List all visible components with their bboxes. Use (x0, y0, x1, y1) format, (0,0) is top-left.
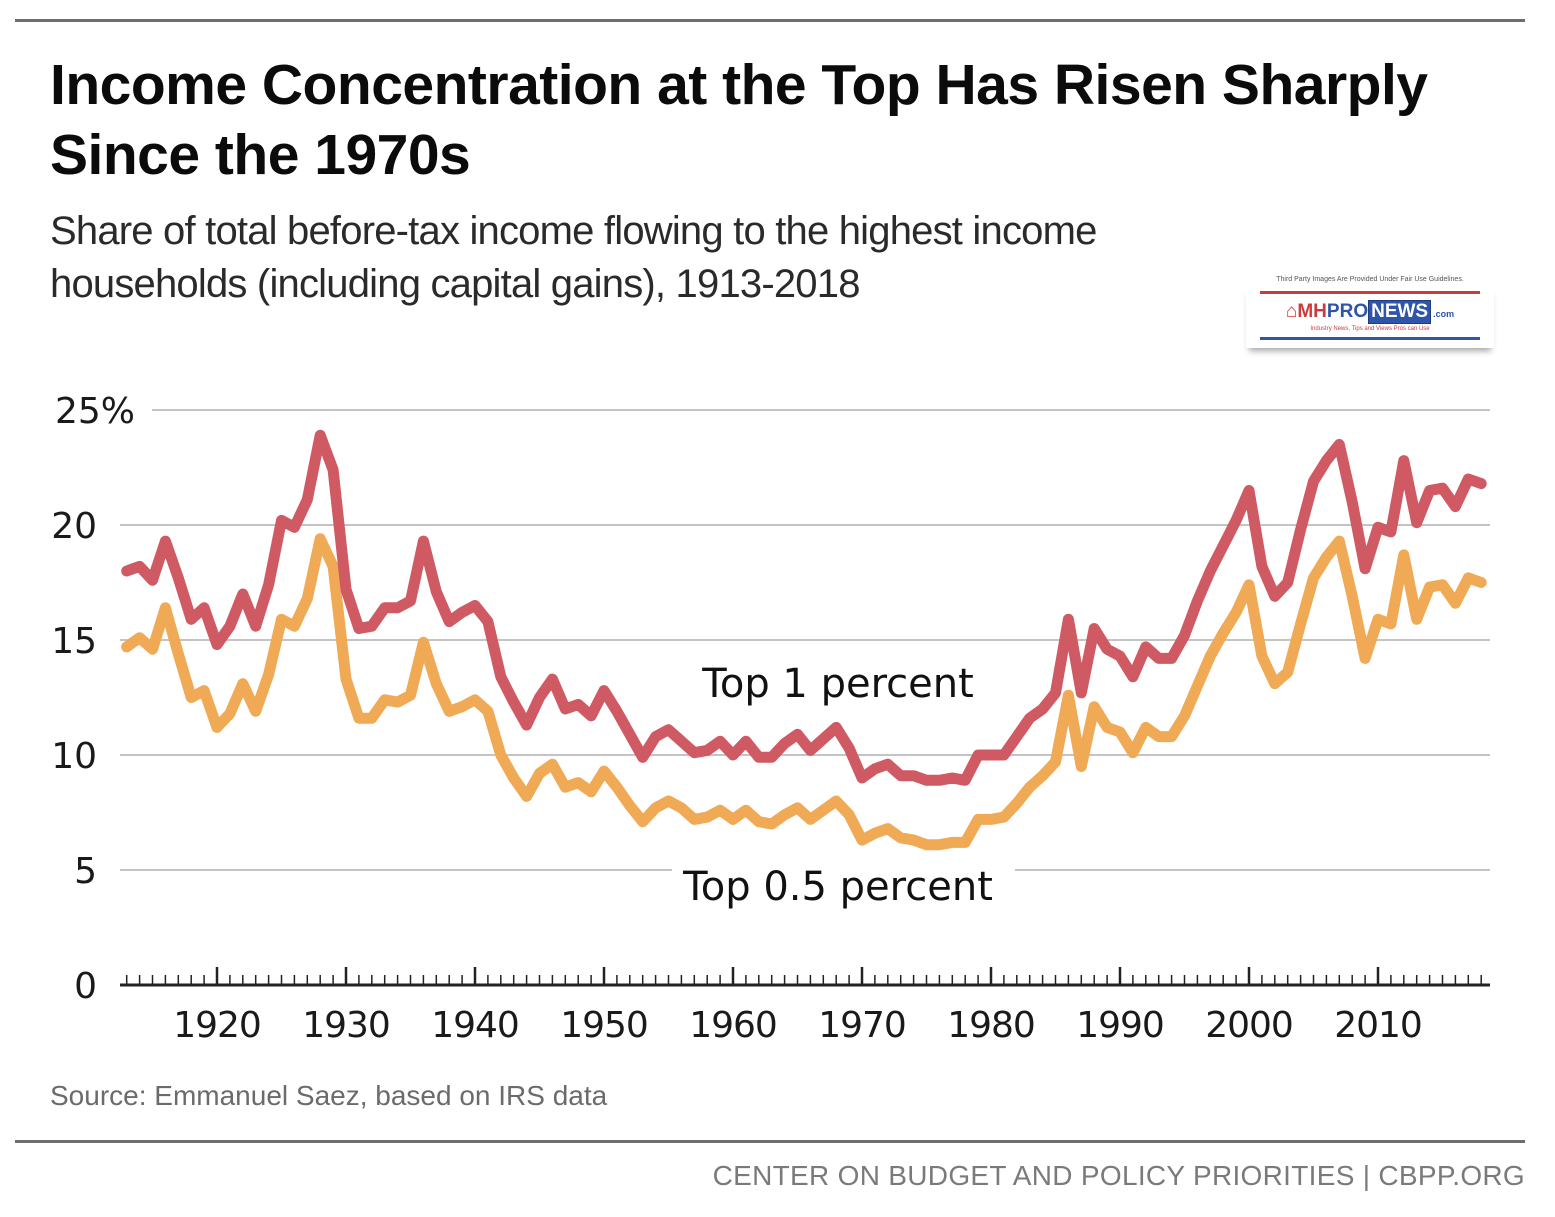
series-label-top05-background (675, 860, 1013, 880)
x-tick-label: 1940 (431, 1005, 519, 1046)
watermark-red-bar (1260, 291, 1480, 294)
top-divider (15, 19, 1525, 22)
series-line-top05 (121, 533, 1487, 851)
y-tick-label: 10 (51, 736, 97, 777)
brand-pro: PRO (1326, 301, 1369, 322)
x-tick-label: 1920 (173, 1005, 261, 1046)
x-tick-label: 1960 (689, 1005, 777, 1046)
x-tick-label: 1990 (1076, 1005, 1164, 1046)
x-tick-label: 1950 (560, 1005, 648, 1046)
y-tick-label: 20 (51, 506, 97, 547)
line-chart: 25% 20 15 10 5 0 1920 1930 1940 1950 1960 1970 1980… (51, 391, 1490, 1046)
series-label-top1: Top 1 percent (701, 661, 974, 707)
y-axis-labels: 25% 20 15 10 5 0 (51, 391, 135, 1007)
brand-com: .com (1433, 309, 1455, 319)
x-tick-label: 2010 (1334, 1005, 1422, 1046)
watermark-disclaimer: Third Party Images Are Provided Under Fa… (1276, 276, 1464, 283)
chart-subtitle: Share of total before-tax income flowing… (50, 209, 1097, 306)
watermark-card: ⌂ MH PRO NEWS .com Industry News, Tips a… (1246, 286, 1494, 348)
x-tick-label: 1970 (818, 1005, 906, 1046)
gridlines (120, 409, 1490, 871)
series-label-top05: Top 0.5 percent (682, 864, 993, 910)
watermark-brand: ⌂ MH PRO NEWS .com (1260, 300, 1480, 324)
watermark-logo: Third Party Images Are Provided Under Fa… (1246, 276, 1494, 384)
y-tick-label: 5 (74, 851, 97, 892)
footer-credit: CENTER ON BUDGET AND POLICY PRIORITIES |… (712, 1160, 1525, 1191)
bottom-divider (15, 1140, 1525, 1143)
watermark-tagline: Industry News, Tips and Views Pros can U… (1310, 326, 1430, 332)
x-axis: 1920 1930 1940 1950 1960 1970 1980 1990 2000 2010 (120, 967, 1490, 1046)
brand-news: NEWS (1368, 300, 1432, 324)
watermark-blue-bar (1260, 337, 1480, 340)
y-tick-label: 25% (55, 391, 135, 432)
brand-mh: MH (1297, 301, 1327, 322)
x-tick-label: 2000 (1205, 1005, 1293, 1046)
y-tick-label: 15 (51, 621, 97, 662)
source-note: Source: Emmanuel Saez, based on IRS data (50, 1080, 608, 1111)
x-tick-label: 1980 (947, 1005, 1035, 1046)
y-tick-label: 0 (74, 966, 97, 1007)
series-lines (121, 429, 1487, 851)
chart-title: Income Concentration at the Top Has Rise… (50, 53, 1428, 187)
series-line-top1 (121, 429, 1487, 786)
house-icon: ⌂ (1285, 301, 1298, 322)
x-tick-label: 1930 (302, 1005, 390, 1046)
series-labels: Top 1 percent Top 0.5 percent (675, 661, 1013, 910)
